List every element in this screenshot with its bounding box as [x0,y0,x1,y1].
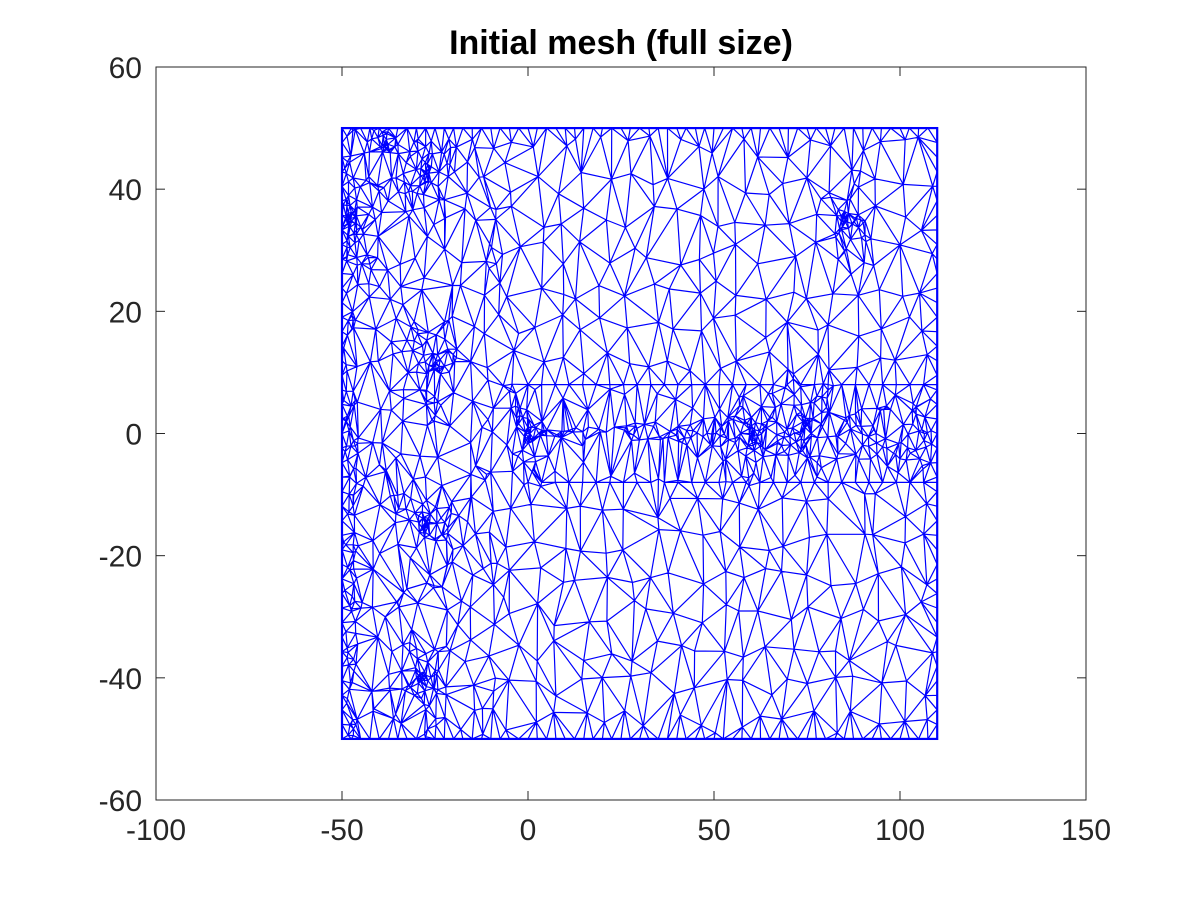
x-tick-label: -50 [320,814,363,847]
y-tick-label: 60 [109,52,142,85]
y-tick-label: -60 [99,785,142,818]
ticks-layer [155,66,1087,801]
mesh-layer [340,126,939,741]
x-tick-label: 50 [697,814,730,847]
y-tick-label: -40 [99,663,142,696]
mesh-boundary [340,126,939,741]
y-tick-label: -20 [99,541,142,574]
x-tick-label: 150 [1061,814,1111,847]
y-tick-labels: -60 -40 -20 0 20 40 60 [99,52,142,818]
y-tick-label: 0 [125,419,142,452]
x-tick-label: -100 [126,814,186,847]
y-tick-label: 40 [109,174,142,207]
x-tick-label: 0 [520,814,537,847]
chart-title: Initial mesh (full size) [449,24,793,62]
x-tick-labels: -100 -50 0 50 100 150 [126,814,1111,847]
x-tick-label: 100 [875,814,925,847]
y-tick-label: 20 [109,296,142,329]
